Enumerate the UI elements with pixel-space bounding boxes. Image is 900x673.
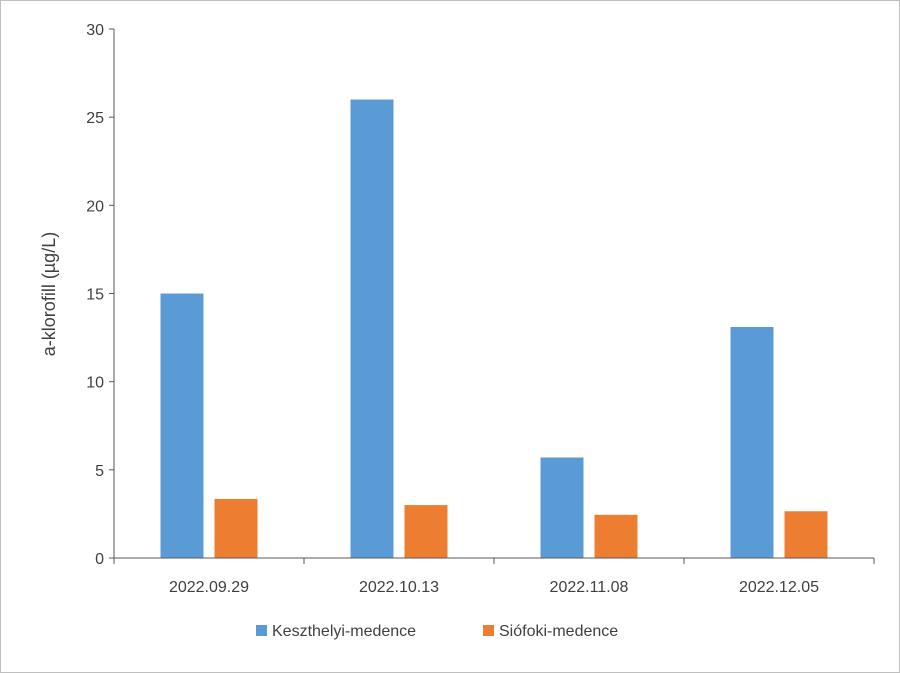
y-tick-label: 20 bbox=[86, 198, 104, 215]
bar-keszthelyi-1 bbox=[350, 99, 394, 559]
bar-keszthelyi-3 bbox=[730, 327, 774, 558]
y-tick-label: 0 bbox=[95, 551, 104, 568]
bar-keszthelyi-2 bbox=[540, 457, 584, 558]
y-tick-label: 30 bbox=[86, 22, 104, 39]
y-axis-ticks: 0 5 10 15 20 25 30 bbox=[86, 22, 114, 568]
x-tick-label: 2022.12.05 bbox=[739, 579, 819, 596]
legend-swatch bbox=[256, 625, 267, 636]
y-tick-label: 10 bbox=[86, 375, 104, 392]
x-tick-label: 2022.10.13 bbox=[359, 579, 439, 596]
bar-keszthelyi-0 bbox=[160, 293, 204, 558]
x-tick-label: 2022.11.08 bbox=[550, 579, 629, 596]
legend-label: Siófoki-medence bbox=[499, 623, 618, 640]
legend-swatch bbox=[483, 625, 494, 636]
bar-siofoki-3 bbox=[784, 511, 828, 558]
bar-siofoki-0 bbox=[214, 498, 258, 558]
y-tick-label: 5 bbox=[95, 463, 104, 480]
bar-siofoki-2 bbox=[594, 514, 638, 558]
y-axis-label: a-klorofill (µg/L) bbox=[39, 232, 59, 356]
bars bbox=[160, 99, 828, 559]
y-tick-label: 15 bbox=[86, 287, 104, 304]
x-tick-label: 2022.09.29 bbox=[169, 579, 249, 596]
x-axis-ticks: 2022.09.29 2022.10.13 2022.11.08 2022.12.05 bbox=[113, 558, 875, 596]
y-tick-label: 25 bbox=[86, 110, 104, 127]
legend: Keszthelyi-medence Siófoki-medence bbox=[256, 623, 618, 640]
legend-label: Keszthelyi-medence bbox=[272, 623, 416, 640]
bar-siofoki-1 bbox=[404, 505, 448, 558]
